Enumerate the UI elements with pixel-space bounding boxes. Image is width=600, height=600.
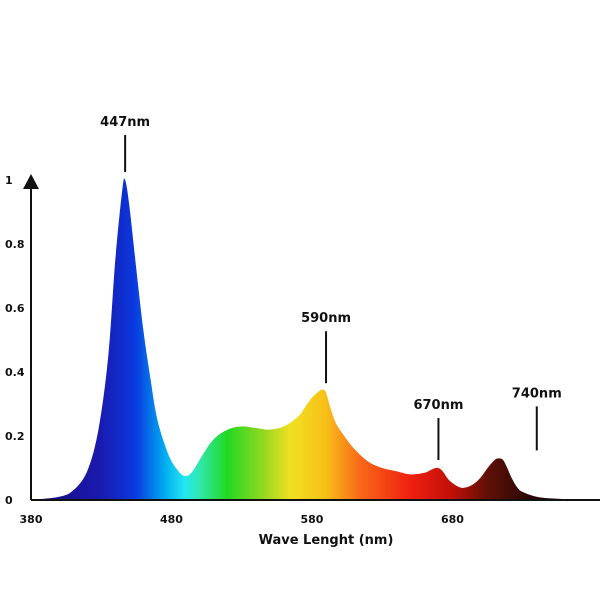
plot-area [31, 178, 600, 501]
spectrum-area [31, 178, 600, 501]
y-tick-label: 1 [5, 174, 13, 187]
y-tick-labels: 0 0.2 0.4 0.6 0.8 1 [5, 174, 25, 507]
y-tick-label: 0.2 [5, 430, 25, 443]
x-tick-label: 380 [20, 513, 43, 526]
x-tick-label: 580 [301, 513, 324, 526]
x-tick-labels: 380 480 580 680 [20, 513, 465, 526]
y-tick-label: 0 [5, 494, 13, 507]
peak-label: 590nm [301, 311, 351, 326]
x-tick-label: 480 [160, 513, 183, 526]
y-axis-arrow-icon [23, 174, 39, 189]
axes [23, 174, 600, 501]
y-tick-label: 0.6 [5, 302, 25, 315]
x-tick-label: 680 [441, 513, 464, 526]
peak-label: 740nm [512, 386, 562, 401]
y-tick-label: 0.8 [5, 238, 25, 251]
x-axis-title: Wave Lenght (nm) [259, 533, 394, 548]
peak-annotations: 447nm 590nm 670nm 740nm [100, 115, 562, 460]
peak-label: 670nm [413, 398, 463, 413]
peak-label: 447nm [100, 115, 150, 130]
y-tick-label: 0.4 [5, 366, 25, 379]
